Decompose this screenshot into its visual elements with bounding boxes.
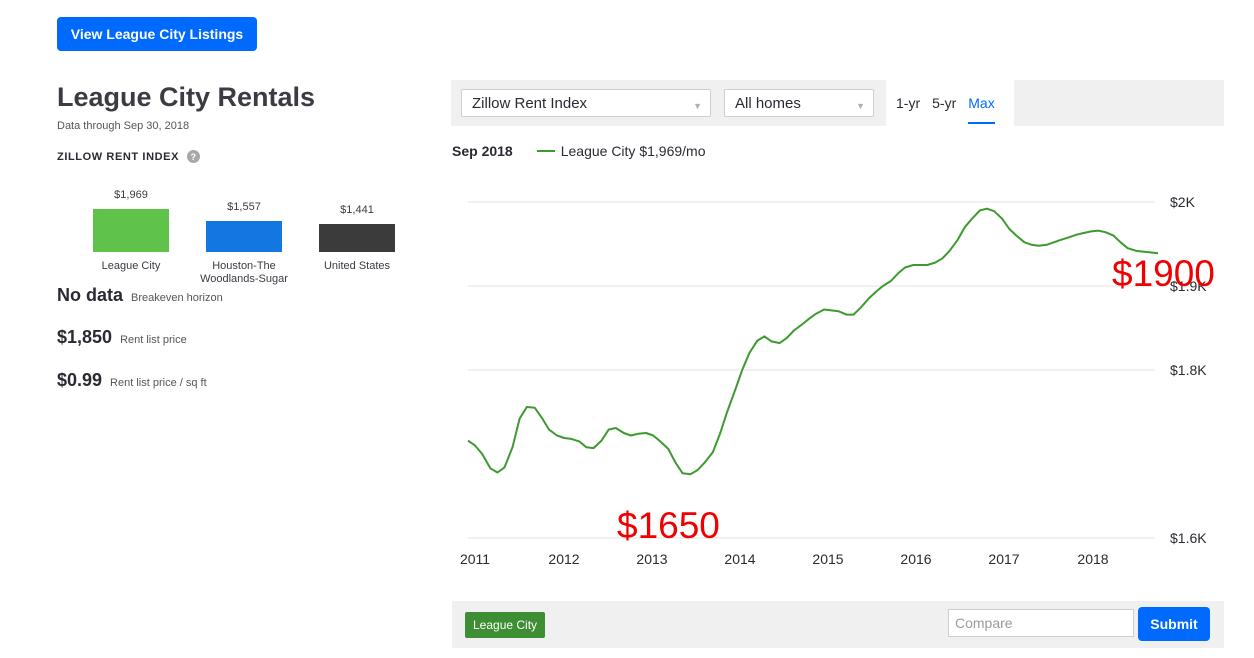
index-select[interactable]: Zillow Rent Index ▼ [461,89,711,117]
home-type-select[interactable]: All homes ▼ [724,89,874,117]
zri-heading: ZILLOW RENT INDEX ? [57,150,201,163]
bar-name-label: United States [323,260,391,272]
x-tick-label: 2017 [988,551,1019,567]
x-tick-label: 2015 [812,551,843,567]
x-tick-label: 2012 [548,551,579,567]
x-tick-label: 2018 [1077,551,1108,567]
bar-name-label: Houston-The Woodlands-Sugar [200,260,288,285]
data-through-date: Data through Sep 30, 2018 [57,120,190,132]
legend-series-label: League City $1,969/mo [560,143,706,159]
series-line-league-city [467,207,1159,476]
index-select-value: Zillow Rent Index [472,94,588,112]
y-tick-label: $1.9K [1170,278,1207,294]
y-tick-label: $2K [1170,194,1196,210]
zri-label: ZILLOW RENT INDEX [57,150,180,163]
x-tick-label: 2013 [636,551,667,567]
low-annotation: $1650 [617,505,720,546]
breakeven-stat: No data Breakeven horizon [57,285,223,306]
help-icon[interactable]: ? [187,150,201,163]
x-tick-label: 2011 [460,551,490,567]
compare-bar: League City Submit [452,601,1224,648]
submit-button[interactable]: Submit [1138,607,1210,641]
range-tab-5yr[interactable]: 5-yr [932,95,957,111]
range-tabs: 1-yr 5-yr Max [886,80,1014,126]
range-tab-max[interactable]: Max [968,95,996,124]
range-tab-1yr[interactable]: 1-yr [896,95,921,111]
x-tick-label: 2016 [900,551,931,567]
list-price-stat: $1,850 Rent list price [57,327,187,348]
bar-united-states [319,224,395,252]
list-price-label: Rent list price [120,334,187,346]
rent-index-chart: $1.6K $1.8K $1.9K $2K 2011 2012 2013 2014 2015 20… [460,194,1207,567]
high-annotation: $1900 [1112,253,1215,294]
chart-toolbar: Zillow Rent Index ▼ All homes ▼ 1-yr 5-y… [451,80,1224,126]
bar-houston [206,221,282,252]
chevron-down-icon: ▼ [693,101,702,111]
per-sqft-label: Rent list price / sq ft [110,377,207,389]
bar-league-city [93,209,169,252]
legend-date: Sep 2018 [452,143,513,159]
bar-value-label: $1,969 [114,189,148,201]
breakeven-label: Breakeven horizon [131,292,223,304]
chart-legend: Sep 2018 League City $1,969/mo [452,143,705,159]
region-chip-league-city[interactable]: League City [465,612,546,638]
view-listings-button[interactable]: View League City Listings [57,17,257,51]
list-price-value: $1,850 [57,327,113,347]
chevron-down-icon: ▼ [856,101,865,111]
legend-line-swatch [536,150,555,152]
per-sqft-stat: $0.99 Rent list price / sq ft [57,370,207,391]
page-title: League City Rentals [57,82,316,112]
bar-value-label: $1,557 [227,201,261,213]
bar-name-label: League City [101,260,161,272]
y-tick-label: $1.8K [1170,362,1207,378]
per-sqft-value: $0.99 [57,370,103,390]
compare-input[interactable] [948,609,1134,637]
x-tick-label: 2014 [724,551,755,567]
y-tick-label: $1.6K [1170,530,1207,546]
home-type-select-value: All homes [735,94,801,112]
bar-value-label: $1,441 [340,204,374,216]
breakeven-value: No data [57,285,124,305]
